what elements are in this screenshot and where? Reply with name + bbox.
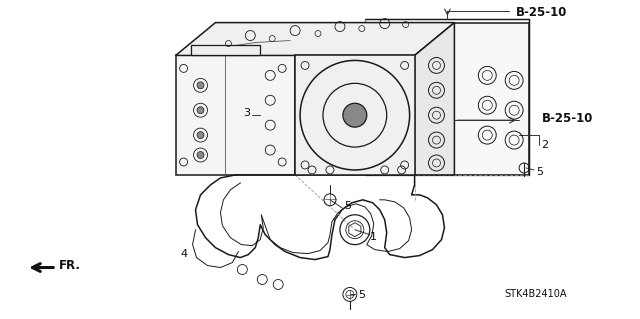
- Text: 5: 5: [358, 290, 365, 300]
- Polygon shape: [175, 23, 454, 56]
- Polygon shape: [454, 23, 529, 175]
- Circle shape: [197, 132, 204, 138]
- Polygon shape: [295, 56, 415, 175]
- Polygon shape: [415, 23, 454, 175]
- Circle shape: [197, 82, 204, 89]
- Text: STK4B2410A: STK4B2410A: [504, 289, 566, 300]
- Text: 3: 3: [243, 108, 250, 118]
- Circle shape: [197, 152, 204, 159]
- Text: 5: 5: [344, 201, 351, 211]
- Polygon shape: [175, 56, 295, 175]
- Circle shape: [343, 103, 367, 127]
- Text: B-25-10: B-25-10: [542, 112, 593, 125]
- Text: 4: 4: [180, 249, 188, 259]
- Text: FR.: FR.: [59, 259, 81, 272]
- Text: 5: 5: [536, 167, 543, 177]
- Circle shape: [197, 107, 204, 114]
- Text: 2: 2: [541, 140, 548, 150]
- Polygon shape: [191, 46, 260, 56]
- Text: 1: 1: [370, 232, 377, 242]
- Text: B-25-10: B-25-10: [516, 6, 568, 19]
